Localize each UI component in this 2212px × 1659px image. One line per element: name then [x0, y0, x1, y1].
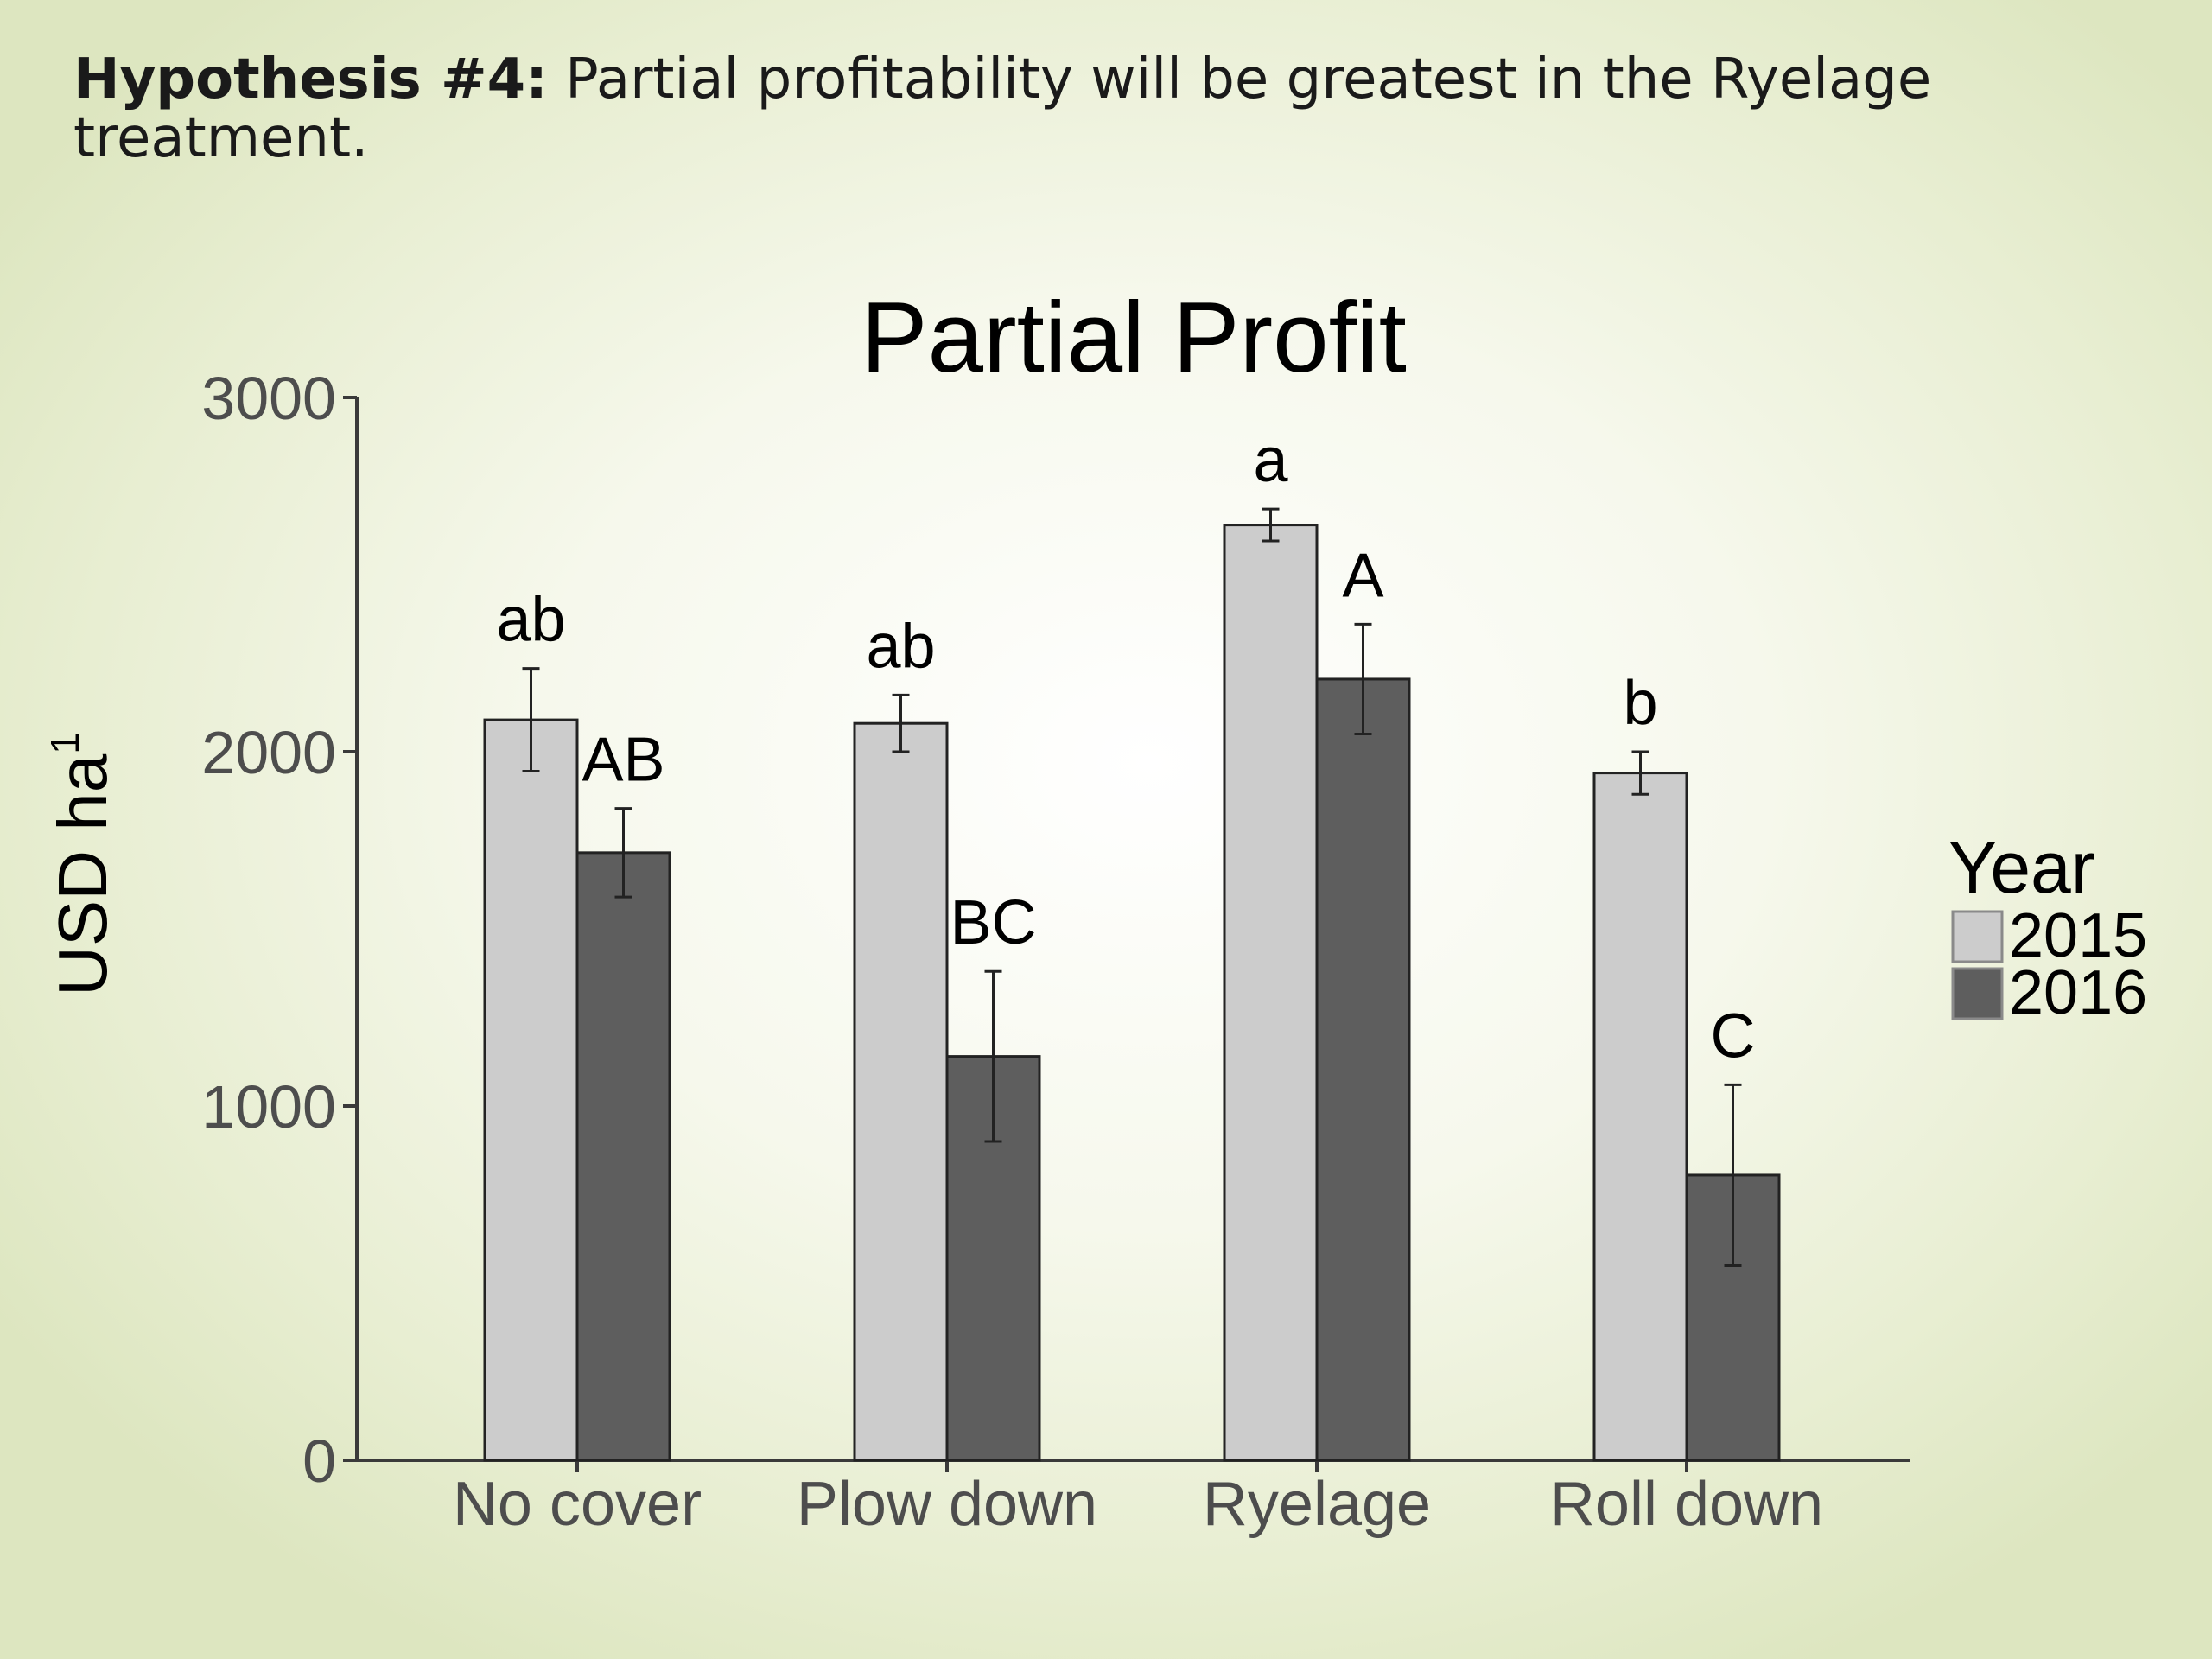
heading-text: Partial profitability will be greatest i… — [73, 48, 1932, 170]
legend-swatch — [1951, 910, 2004, 963]
legend-swatch — [1951, 967, 2004, 1020]
slide-heading: Hypothesis #4: Partial profitability wil… — [73, 50, 2130, 168]
bar — [483, 718, 579, 1462]
bar — [1315, 677, 1411, 1462]
y-tick-label: 2000 — [201, 719, 336, 786]
chart-title: Partial Profit — [861, 281, 1407, 393]
y-tick-label: 3000 — [201, 365, 336, 432]
bar — [1592, 772, 1688, 1462]
bar — [853, 721, 949, 1462]
significance-label: a — [1253, 426, 1288, 495]
y-axis-label: USD ha1 — [42, 732, 121, 996]
bar — [575, 851, 671, 1462]
legend-title: Year — [1948, 827, 2095, 908]
x-tick-label: Ryelage — [1203, 1470, 1431, 1539]
y-tick-label: 0 — [302, 1427, 336, 1495]
significance-label: BC — [950, 888, 1036, 957]
chart-marks: 0 1000 2000 3000 No cover Plow down Ryelage Rol… — [201, 365, 2147, 1539]
x-tick-label: Roll down — [1550, 1470, 1823, 1539]
significance-label: AB — [582, 726, 664, 795]
legend-label: 2016 — [2009, 958, 2147, 1027]
significance-label: ab — [496, 586, 565, 655]
y-axis-label-main: USD ha — [44, 753, 121, 996]
significance-label: C — [1711, 1001, 1756, 1071]
significance-label: b — [1623, 669, 1657, 738]
bar — [1223, 524, 1319, 1462]
y-axis-label-superscript: 1 — [42, 732, 87, 754]
x-tick-label: Plow down — [797, 1470, 1097, 1539]
heading-bold: Hypothesis #4: — [73, 48, 548, 111]
y-tick-label: 1000 — [201, 1073, 336, 1141]
significance-label: A — [1342, 541, 1383, 610]
legend-label: 2015 — [2009, 901, 2147, 970]
x-tick-label: No cover — [453, 1470, 702, 1539]
significance-label: ab — [866, 612, 935, 681]
